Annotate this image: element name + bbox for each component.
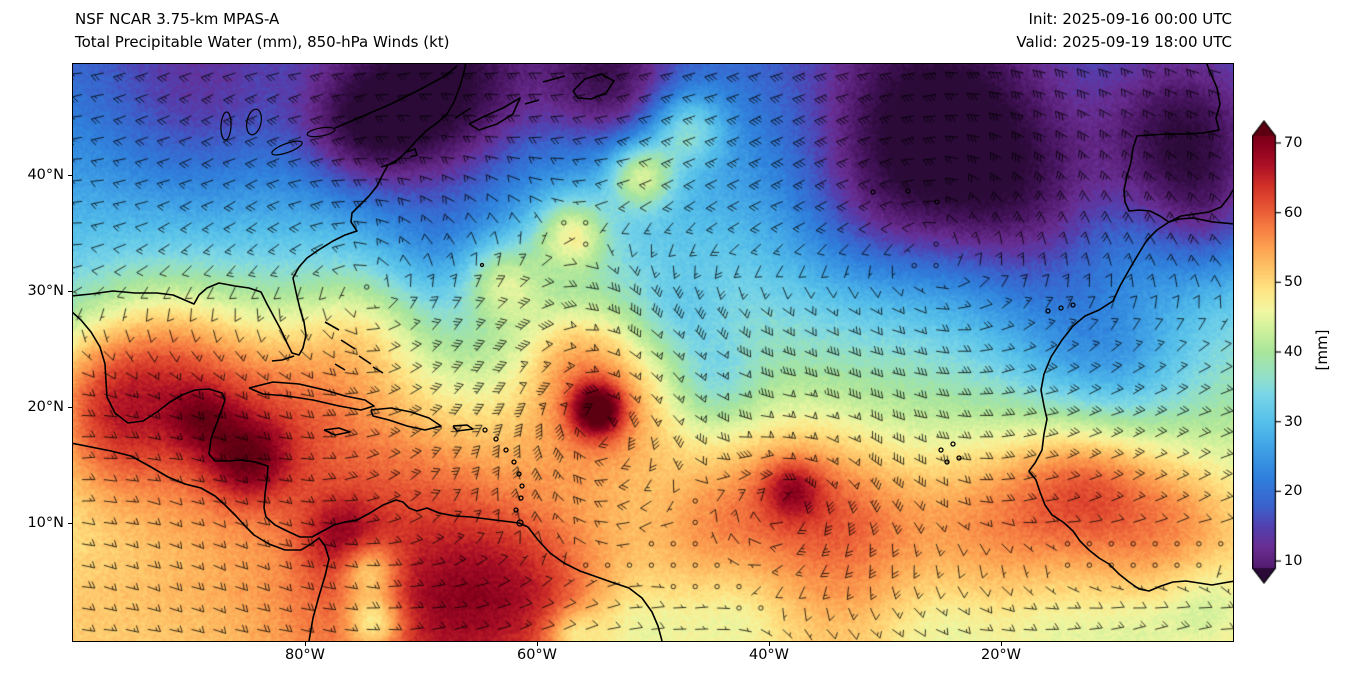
colorbar-tick-70: 70 (1284, 135, 1303, 151)
x-tickmark (769, 642, 771, 646)
y-tick-20n: 20°N (27, 399, 64, 415)
x-tickmark (537, 642, 539, 646)
title-block: NSF NCAR 3.75-km MPAS-A Total Precipitab… (75, 8, 450, 54)
x-tickmark (1001, 642, 1003, 646)
valid-time: Valid: 2025-09-19 18:00 UTC (1016, 33, 1232, 51)
x-tick-60w: 60°W (516, 647, 558, 663)
init-time: Init: 2025-09-16 00:00 UTC (1028, 10, 1232, 28)
x-tick-40w: 40°W (748, 647, 790, 663)
y-tick-10n: 10°N (27, 515, 64, 531)
y-tickmark (68, 407, 72, 409)
wind-barbs-canvas (73, 64, 1233, 641)
y-tickmark (68, 523, 72, 525)
colorbar-unit-label: [mm] (1313, 329, 1331, 371)
colorbar-tick-20: 20 (1284, 483, 1303, 499)
colorbar-tick-40: 40 (1284, 344, 1303, 360)
colorbar-tick-60: 60 (1284, 205, 1303, 221)
y-tick-30n: 30°N (27, 283, 64, 299)
map-panel (72, 63, 1234, 642)
y-tickmark (68, 175, 72, 177)
y-tickmark (68, 291, 72, 293)
colorbar-tick-10: 10 (1284, 553, 1303, 569)
colorbar (1252, 120, 1284, 584)
x-tickmark (305, 642, 307, 646)
colorbar-tick-50: 50 (1284, 274, 1303, 290)
model-title: NSF NCAR 3.75-km MPAS-A (75, 10, 280, 28)
product-title: Total Precipitable Water (mm), 850-hPa W… (75, 33, 450, 51)
y-tick-40n: 40°N (27, 167, 64, 183)
x-tick-20w: 20°W (980, 647, 1022, 663)
run-info-block: Init: 2025-09-16 00:00 UTC Valid: 2025-0… (1016, 8, 1232, 54)
x-tick-80w: 80°W (284, 647, 326, 663)
colorbar-tick-30: 30 (1284, 414, 1303, 430)
